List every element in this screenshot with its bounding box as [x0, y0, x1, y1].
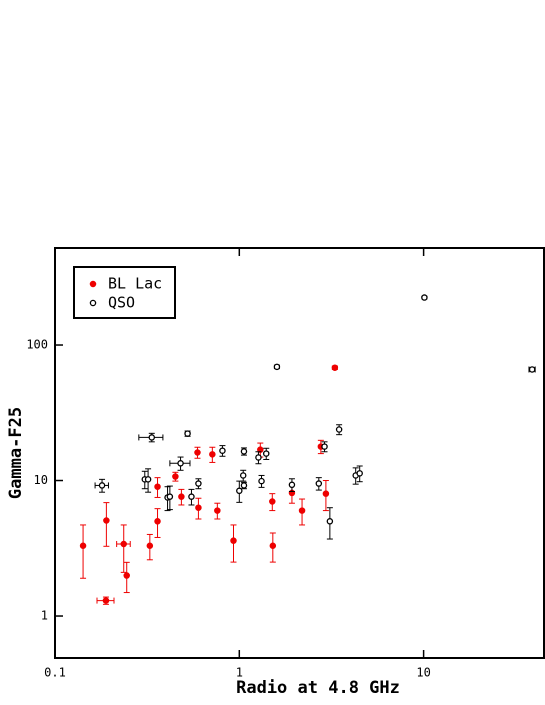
point: [240, 482, 248, 489]
y-tick-label: 1: [41, 609, 48, 623]
point: [178, 493, 185, 500]
point: [421, 294, 428, 301]
point: [230, 537, 237, 544]
legend-label: QSO: [108, 294, 135, 312]
point: [194, 449, 201, 456]
point: [326, 518, 334, 525]
point: [102, 597, 110, 604]
point: [154, 483, 161, 490]
point: [195, 480, 202, 487]
plot-frame: [54, 247, 545, 659]
legend-label: BL Lac: [108, 275, 162, 293]
point: [195, 504, 202, 511]
point: [209, 451, 216, 458]
point: [236, 487, 243, 495]
point: [288, 481, 296, 489]
x-tick-label: 10: [416, 666, 430, 680]
point: [331, 364, 339, 371]
point: [184, 430, 191, 437]
y-axis-label: Gamma-F25: [6, 407, 26, 499]
x-tick-label: 0.1: [44, 666, 66, 680]
point: [103, 517, 110, 524]
point: [298, 507, 306, 514]
legend-box: [73, 266, 176, 319]
point: [146, 542, 154, 550]
y-tick-label: 10: [34, 473, 48, 487]
point: [322, 490, 330, 497]
point: [239, 472, 247, 479]
point: [240, 448, 248, 455]
point: [258, 477, 265, 485]
point: [79, 542, 87, 550]
point: [255, 454, 262, 461]
point: [269, 498, 276, 505]
point: [262, 450, 270, 457]
point: [144, 476, 152, 483]
point: [528, 366, 536, 373]
point: [166, 493, 174, 500]
point: [321, 443, 328, 450]
point: [269, 542, 277, 550]
x-tick-label: 1: [236, 666, 243, 680]
point: [123, 572, 130, 579]
point: [177, 460, 184, 467]
point: [154, 518, 161, 525]
point: [148, 434, 156, 441]
point: [273, 363, 281, 371]
point: [335, 426, 343, 433]
point: [188, 493, 195, 500]
point: [214, 507, 221, 514]
point: [120, 540, 127, 548]
point: [172, 473, 179, 480]
point: [98, 482, 106, 489]
point: [315, 480, 323, 487]
y-tick-label: 100: [26, 338, 48, 352]
legend-marker: [89, 280, 97, 288]
point: [219, 447, 226, 454]
x-axis-label: Radio at 4.8 GHz: [236, 678, 400, 698]
point: [356, 470, 363, 477]
legend-marker: [89, 299, 97, 307]
